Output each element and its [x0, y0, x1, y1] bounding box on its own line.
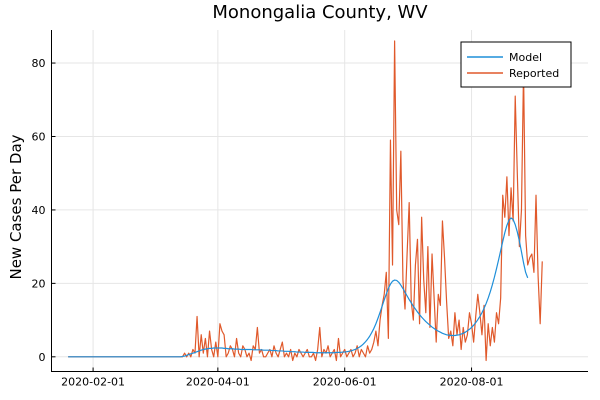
y-tick-label: 80 — [32, 57, 46, 70]
axes — [51, 30, 588, 372]
legend-label-model: Model — [509, 51, 542, 64]
legend: Model Reported — [460, 41, 572, 88]
x-tick-label: 2020-04-01 — [186, 376, 250, 389]
x-tick-label: 2020-06-01 — [313, 376, 377, 389]
x-tick-label: 2020-08-01 — [440, 376, 504, 389]
axis-lines — [51, 30, 588, 372]
x-tick-label: 2020-02-01 — [61, 376, 125, 389]
y-tick-label: 40 — [32, 204, 46, 217]
legend-box — [460, 41, 572, 88]
series-layer — [68, 40, 543, 362]
y-tick-label: 0 — [39, 351, 46, 364]
series-line-model — [68, 217, 529, 358]
y-tick-label: 20 — [32, 277, 46, 290]
y-axis-label: New Cases Per Day — [7, 134, 25, 279]
y-tick-label: 60 — [32, 130, 46, 143]
ticks: 2020-02-01 2020-04-01 2020-06-01 2020-08-01… — [32, 57, 504, 388]
legend-label-reported: Reported — [509, 67, 559, 80]
chart-title: Monongalia County, WV — [212, 2, 428, 23]
